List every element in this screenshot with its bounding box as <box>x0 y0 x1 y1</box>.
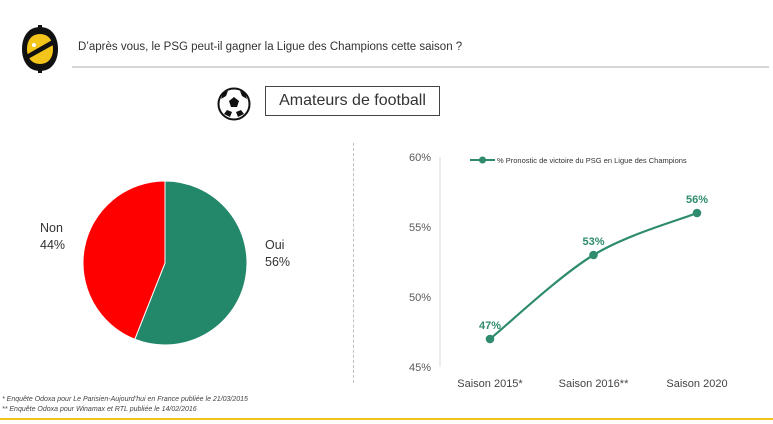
bottom-accent-rule <box>0 418 773 420</box>
data-label: 53% <box>582 236 604 248</box>
pie-label-oui-name: Oui <box>265 238 285 252</box>
segment-label: Amateurs de football <box>265 86 440 116</box>
legend-label: % Pronostic de victoire du PSG en Ligue … <box>497 156 687 165</box>
panel-divider <box>353 143 354 383</box>
footnote-2: ** Enquête Odoxa pour Winamax et RTL pub… <box>2 406 197 413</box>
survey-question: D’après vous, le PSG peut-il gagner la L… <box>78 41 463 53</box>
pie-label-oui: Oui 56% <box>265 237 290 271</box>
soccer-ball-icon <box>217 87 251 121</box>
y-tick-label: 60% <box>409 152 431 164</box>
footnote-1: * Enquête Odoxa pour Le Parisien-Aujourd… <box>2 396 248 403</box>
data-point <box>589 250 598 260</box>
pie-slice-oui <box>134 180 248 346</box>
pie-label-oui-value: 56% <box>265 255 291 269</box>
series-line <box>489 211 698 340</box>
data-point <box>485 334 495 344</box>
data-label: 56% <box>686 194 708 206</box>
pie-label-non-value: 44% <box>40 238 66 252</box>
pie-chart <box>82 180 248 346</box>
brand-logo <box>22 25 58 73</box>
legend-marker <box>479 156 486 164</box>
data-label: 47% <box>479 320 501 332</box>
line-chart: 45% 50% 55% 60% Saison 2015* Saison 2016** Sai… <box>409 152 728 390</box>
y-tick-label: 50% <box>409 292 431 304</box>
x-tick-label: Saison 2020 <box>666 378 727 390</box>
x-tick-label: Saison 2015* <box>457 378 523 390</box>
x-tick-label: Saison 2016** <box>559 378 629 390</box>
y-tick-label: 45% <box>409 362 431 374</box>
header-divider <box>72 66 769 68</box>
pie-label-non-name: Non <box>40 221 63 235</box>
pie-label-non: Non 44% <box>40 220 65 254</box>
pie-slice-non <box>82 180 166 340</box>
y-tick-label: 55% <box>409 222 431 234</box>
data-point <box>692 208 702 218</box>
